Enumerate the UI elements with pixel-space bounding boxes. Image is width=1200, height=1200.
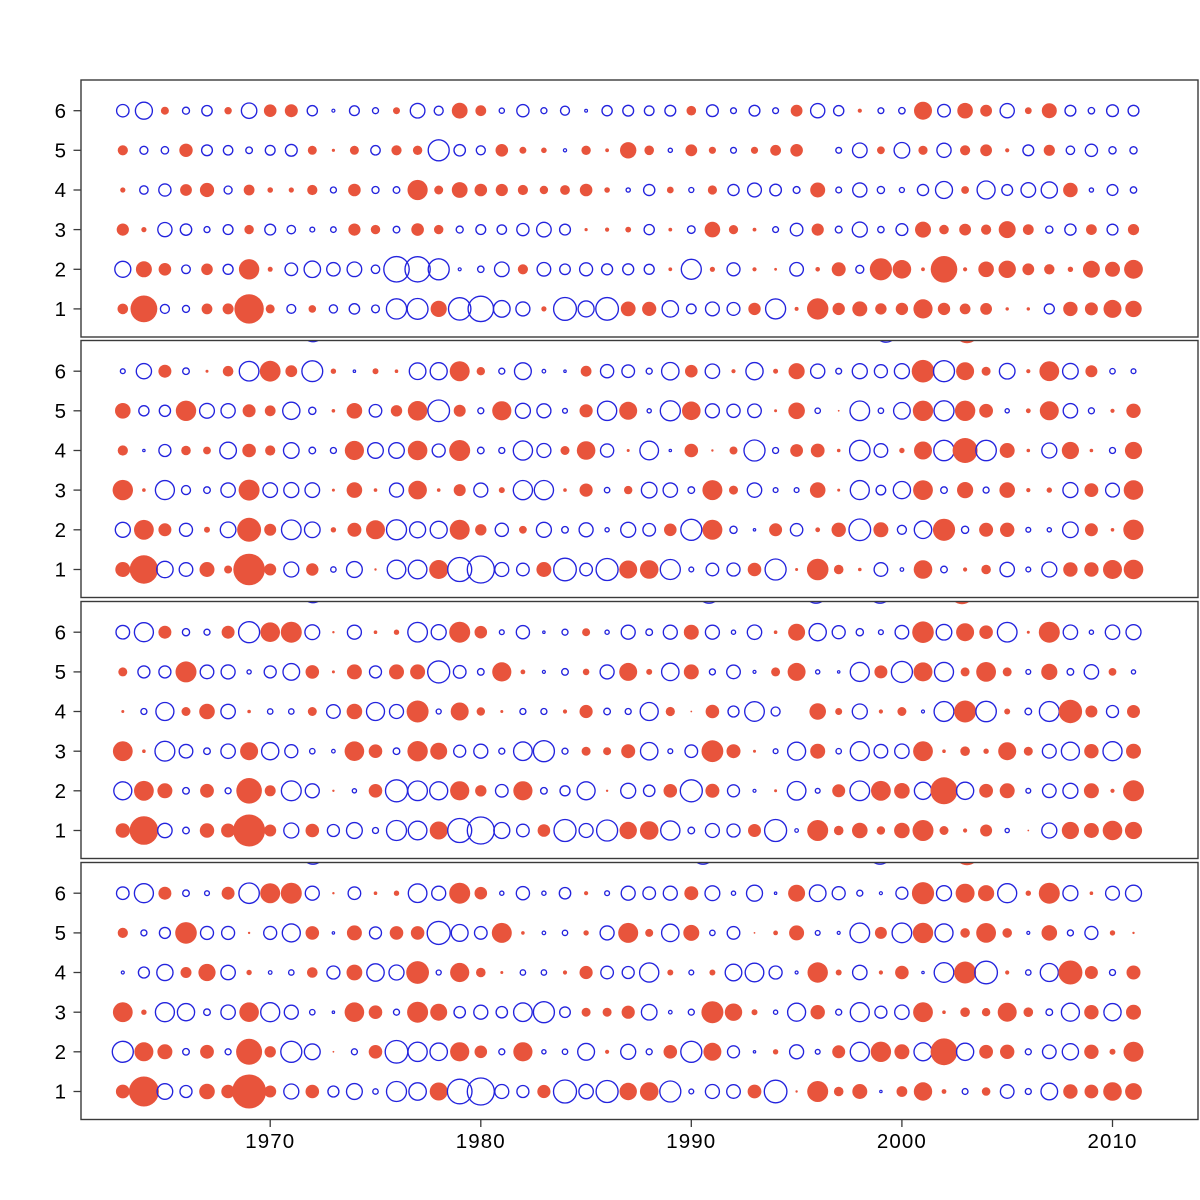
svg-text:3: 3 (55, 219, 66, 242)
svg-text:4: 4 (55, 701, 66, 724)
svg-text:2000: 2000 (877, 1130, 927, 1153)
svg-text:2: 2 (55, 519, 66, 542)
svg-text:1: 1 (55, 298, 66, 321)
svg-text:6: 6 (55, 882, 66, 905)
svg-text:6: 6 (55, 100, 66, 123)
svg-text:5: 5 (55, 140, 66, 163)
svg-text:6: 6 (55, 360, 66, 383)
svg-text:5: 5 (55, 400, 66, 423)
svg-text:2: 2 (55, 259, 66, 282)
svg-text:1990: 1990 (666, 1130, 716, 1153)
svg-text:4: 4 (55, 440, 66, 463)
svg-text:2: 2 (55, 1041, 66, 1064)
svg-text:1: 1 (55, 820, 66, 843)
svg-text:1: 1 (55, 559, 66, 582)
svg-text:2010: 2010 (1087, 1130, 1137, 1153)
svg-text:1: 1 (55, 1081, 66, 1104)
svg-text:6: 6 (55, 621, 66, 644)
svg-text:3: 3 (55, 740, 66, 763)
svg-text:2: 2 (55, 780, 66, 803)
svg-text:4: 4 (55, 179, 66, 202)
svg-text:3: 3 (55, 1001, 66, 1024)
svg-text:1970: 1970 (245, 1130, 295, 1153)
svg-text:4: 4 (55, 962, 66, 985)
svg-text:3: 3 (55, 479, 66, 502)
svg-text:1980: 1980 (456, 1130, 506, 1153)
svg-text:5: 5 (55, 661, 66, 684)
svg-text:5: 5 (55, 922, 66, 945)
